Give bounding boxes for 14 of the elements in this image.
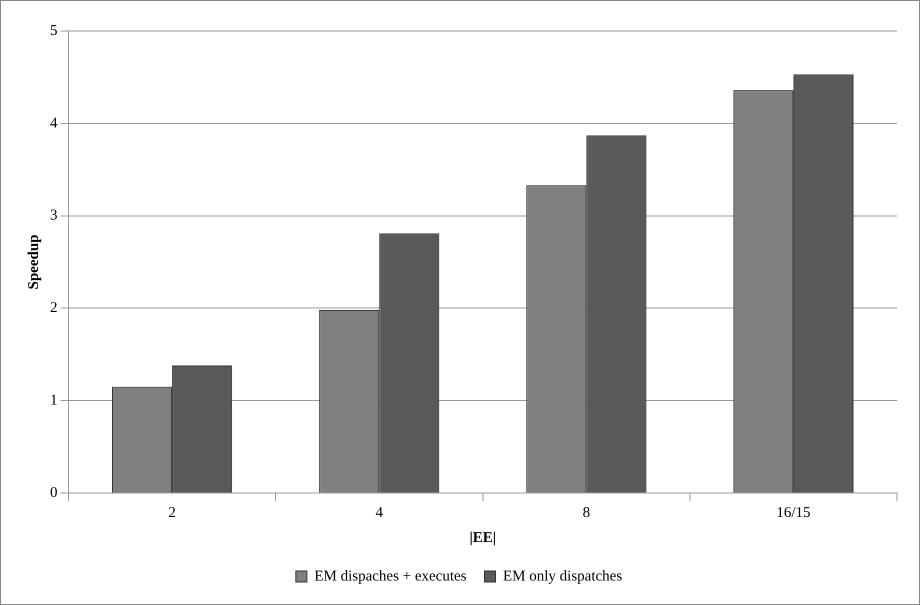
- legend-label: EM only dispatches: [503, 568, 622, 584]
- y-tick-label: 1: [50, 392, 58, 409]
- legend-label: EM dispaches + executes: [314, 568, 467, 584]
- x-axis-title: |EE|: [469, 530, 496, 546]
- x-tick-label: 4: [375, 504, 384, 521]
- y-tick-label: 5: [50, 22, 58, 39]
- y-tick-label: 0: [50, 484, 58, 501]
- y-tick-label: 3: [50, 208, 58, 224]
- x-tick-label: 16/15: [776, 504, 811, 521]
- y-axis-title: Speedup: [26, 234, 42, 290]
- y-tick-label: 2: [50, 300, 58, 316]
- x-tick-label: 8: [582, 504, 590, 521]
- y-tick-label: 4: [50, 115, 58, 132]
- x-tick-label: 2: [168, 504, 176, 521]
